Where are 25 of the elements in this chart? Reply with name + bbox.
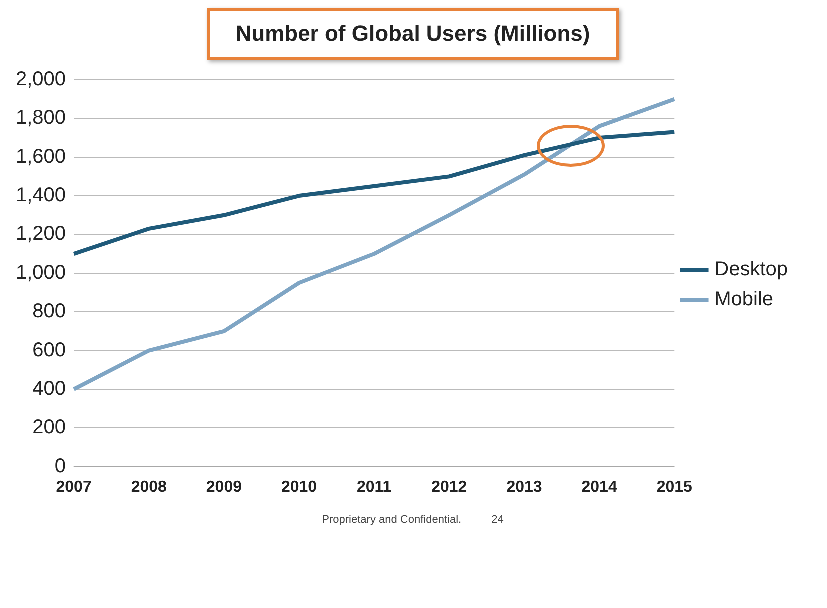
legend-label: Mobile xyxy=(714,288,774,311)
y-tick-label: 1,000 xyxy=(16,262,66,284)
x-tick-label: 2014 xyxy=(582,478,618,496)
y-tick-label: 2,000 xyxy=(16,68,66,91)
x-tick-label: 2013 xyxy=(506,478,542,496)
y-tick-label: 1,400 xyxy=(16,184,66,207)
x-tick-label: 2010 xyxy=(281,478,318,496)
y-tick-label: 800 xyxy=(32,300,66,323)
x-tick-label: 2015 xyxy=(656,478,693,496)
x-tick-label: 2007 xyxy=(56,478,92,496)
y-tick-label: 400 xyxy=(32,378,66,400)
y-tick-label: 200 xyxy=(32,416,66,439)
y-tick-label: 600 xyxy=(32,339,66,362)
text: Proprietary and Confidential. xyxy=(322,514,462,526)
y-tick-label: 0 xyxy=(54,455,66,478)
x-tick-label: 2012 xyxy=(432,478,468,496)
chart-title: Number of Global Users (Millions) xyxy=(206,8,620,60)
x-tick-label: 2008 xyxy=(131,478,168,496)
text: 24 xyxy=(492,514,504,526)
y-tick-label: 1,200 xyxy=(16,223,66,246)
x-tick-label: 2011 xyxy=(356,478,392,496)
y-tick-label: 1,600 xyxy=(16,146,66,168)
legend-label: Desktop xyxy=(714,258,788,281)
x-tick-label: 2009 xyxy=(206,478,242,496)
y-tick-label: 1,800 xyxy=(16,107,66,130)
